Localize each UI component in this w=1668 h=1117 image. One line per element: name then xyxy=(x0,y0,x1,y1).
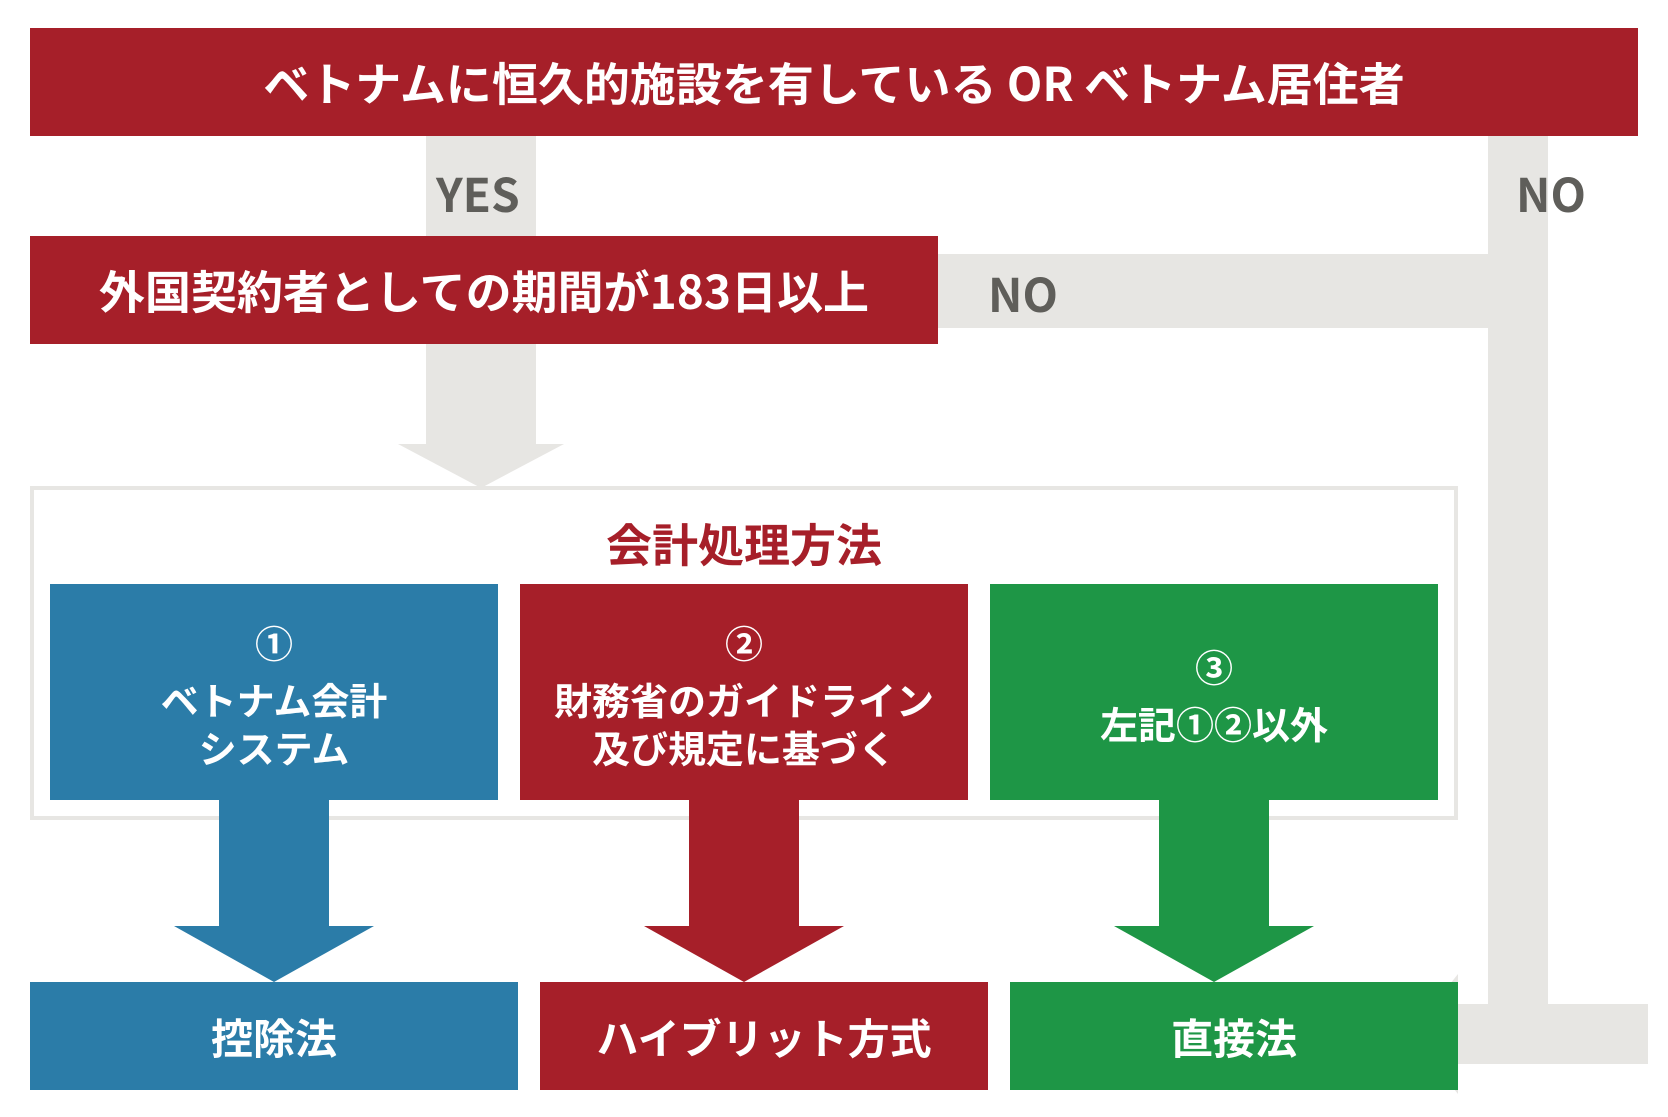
option-arrow-head-3 xyxy=(1114,926,1314,982)
panel-title-text: 会計処理方法 xyxy=(606,510,882,576)
second-question-box: 外国契約者としての期間が183日以上 xyxy=(30,236,938,344)
yes-label: YES xyxy=(436,160,520,226)
no-label-right: NO xyxy=(988,260,1058,326)
panel-title: 会計処理方法 xyxy=(34,510,1454,576)
option-text-2: 財務省のガイドライン 及び規定に基づく xyxy=(554,675,934,770)
yes-label-text: YES xyxy=(436,160,520,226)
result-text-1: 控除法 xyxy=(211,1006,337,1067)
option-arrow-shaft-1 xyxy=(219,800,329,926)
result-text-2: ハイブリット方式 xyxy=(596,1006,931,1067)
option-text-3: 左記①②以外 xyxy=(1100,699,1328,747)
top-question-text: ベトナムに恒久的施設を有している OR ベトナム居住者 xyxy=(263,49,1405,115)
option-arrow-head-2 xyxy=(644,926,844,982)
top-question-box: ベトナムに恒久的施設を有している OR ベトナム居住者 xyxy=(30,28,1638,136)
option-box-2: ② 財務省のガイドライン 及び規定に基づく xyxy=(520,584,968,800)
option-number-2: ② xyxy=(725,614,763,669)
result-box-1: 控除法 xyxy=(30,982,518,1090)
option-arrow-shaft-2 xyxy=(689,800,799,926)
option-box-3: ③ 左記①②以外 xyxy=(990,584,1438,800)
option-box-1: ① ベトナム会計 システム xyxy=(50,584,498,800)
option-text-1: ベトナム会計 システム xyxy=(161,675,388,770)
no-label-top-text: NO xyxy=(1516,160,1586,226)
second-question-text: 外国契約者としての期間が183日以上 xyxy=(99,257,869,323)
no-label-right-text: NO xyxy=(988,260,1058,326)
result-box-2: ハイブリット方式 xyxy=(540,982,988,1090)
option-arrow-shaft-3 xyxy=(1159,800,1269,926)
result-box-3: 直接法 xyxy=(1010,982,1458,1090)
option-arrow-head-1 xyxy=(174,926,374,982)
result-text-3: 直接法 xyxy=(1171,1006,1297,1067)
no-label-top: NO xyxy=(1516,160,1586,226)
option-number-1: ① xyxy=(255,614,293,669)
option-number-3: ③ xyxy=(1195,638,1233,693)
